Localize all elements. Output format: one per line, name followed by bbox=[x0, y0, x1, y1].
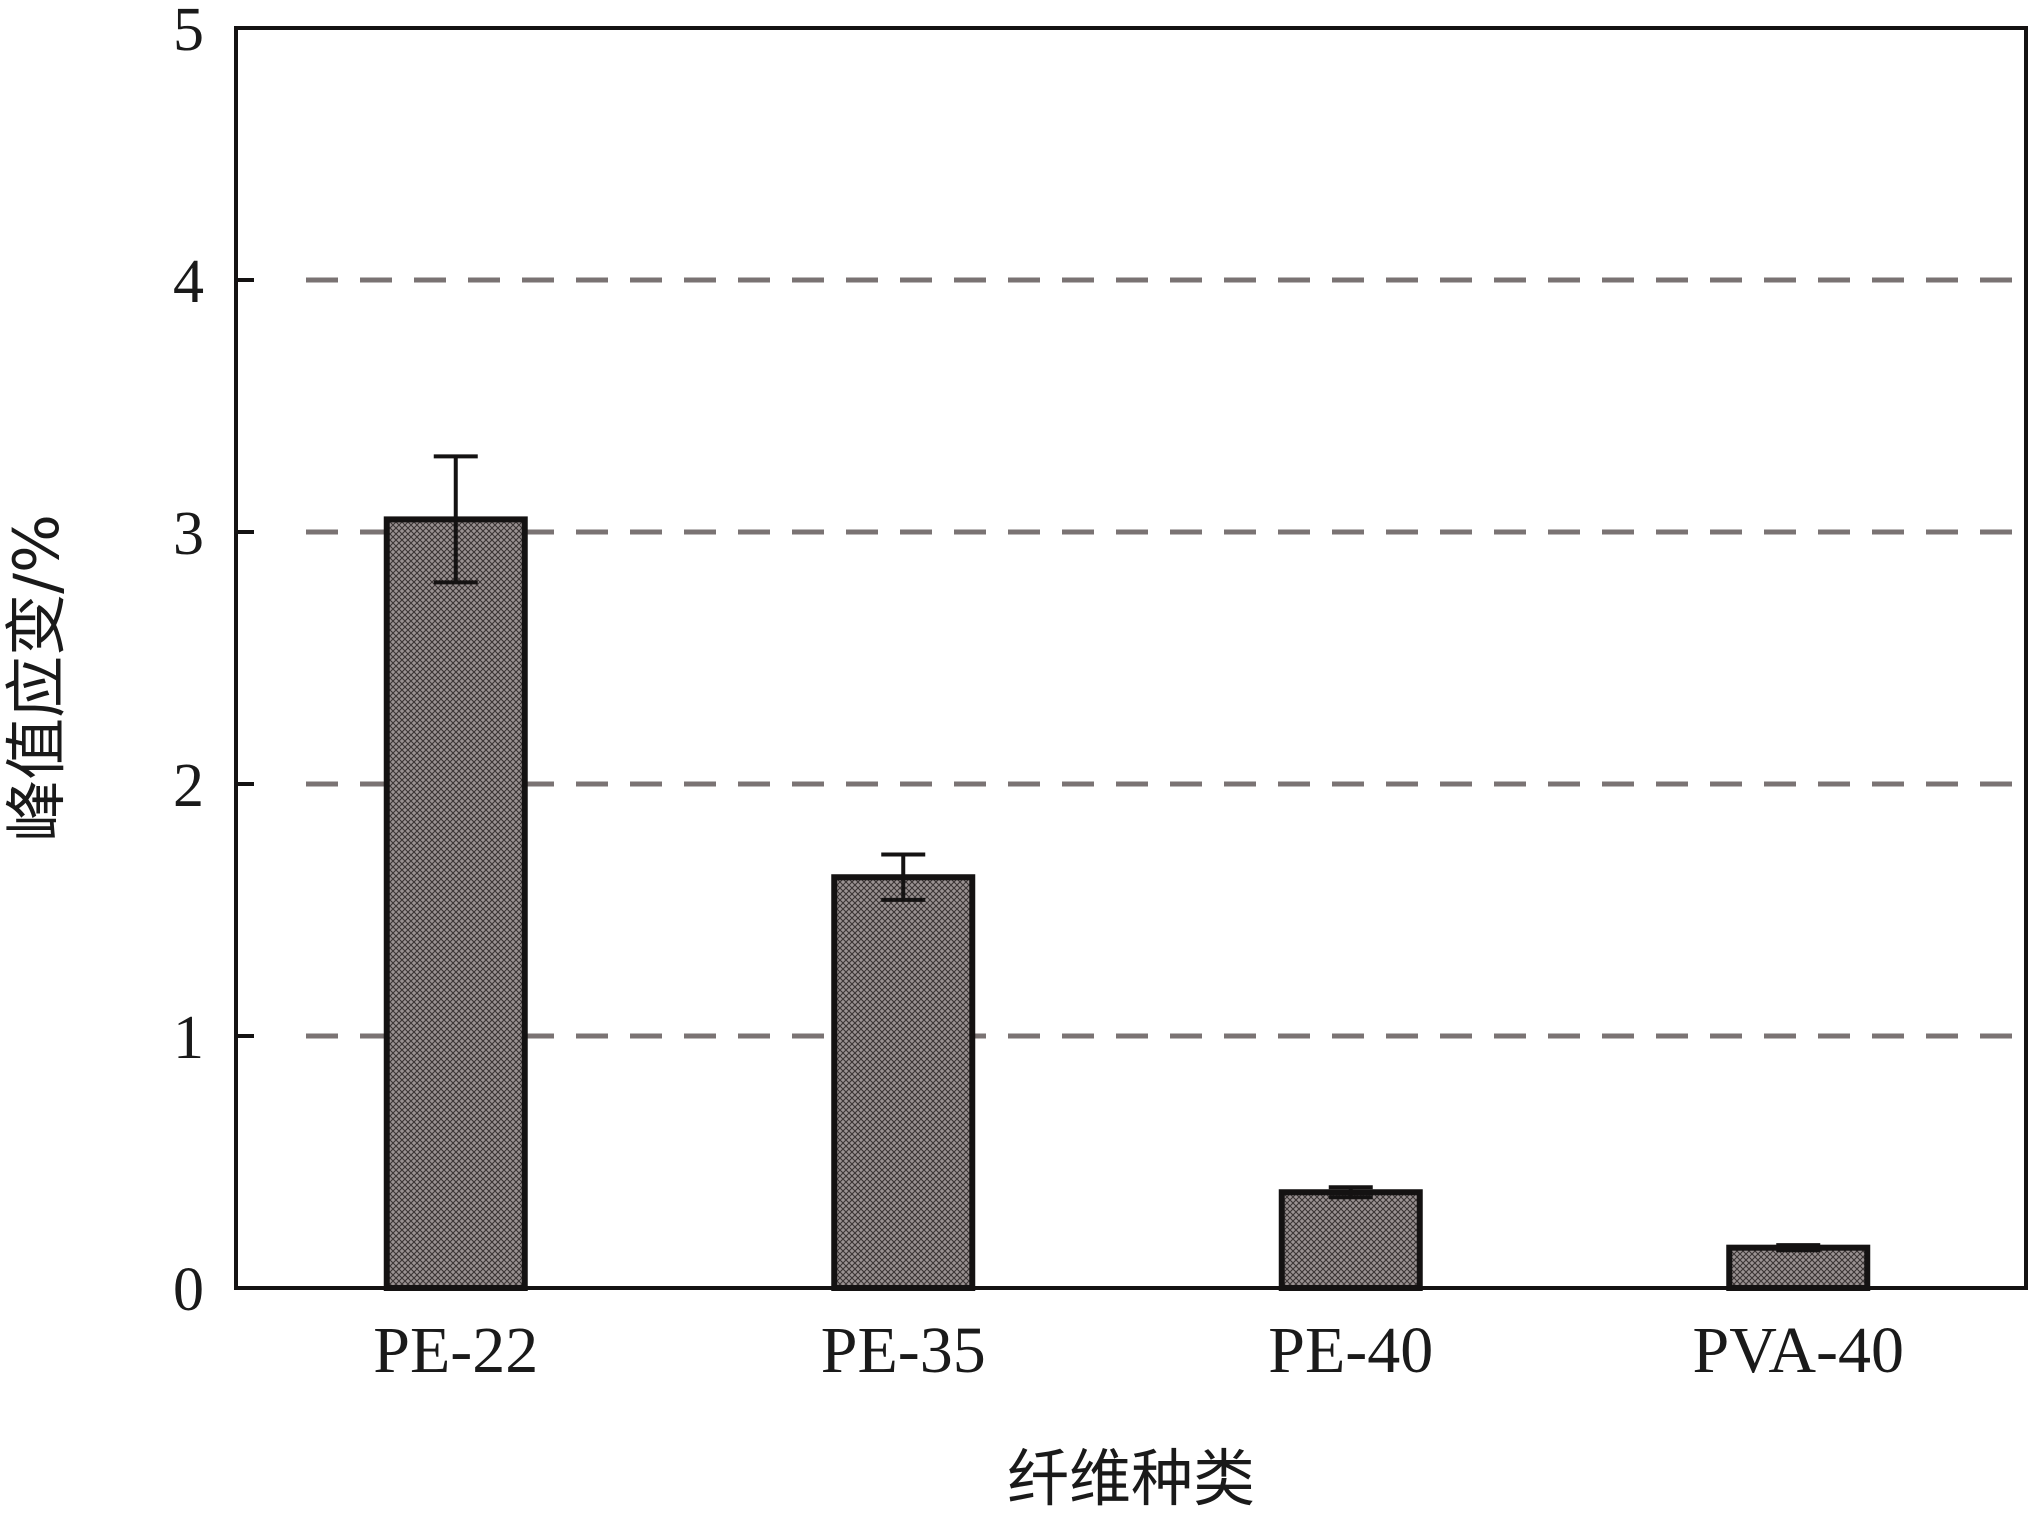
y-axis-ticks: 0 1 2 3 4 5 bbox=[173, 0, 254, 1324]
y-tick-label: 1 bbox=[173, 1004, 204, 1072]
grid-lines bbox=[306, 277, 2018, 1039]
x-axis-title: 纤维种类 bbox=[1007, 1442, 1255, 1515]
error-bars bbox=[433, 454, 1821, 1253]
bar-pe-22 bbox=[383, 516, 528, 1291]
y-tick-label: 2 bbox=[173, 752, 204, 820]
x-tick-label: PE-22 bbox=[373, 1314, 538, 1387]
x-tick-label: PE-40 bbox=[1268, 1314, 1433, 1387]
x-tick-label: PVA-40 bbox=[1692, 1314, 1904, 1387]
y-tick-label: 0 bbox=[173, 1256, 204, 1324]
x-axis-labels: PE-22 PE-35 PE-40 PVA-40 bbox=[373, 1314, 1904, 1387]
bar-pe-40 bbox=[1278, 1189, 1423, 1291]
bar-pva-40 bbox=[1726, 1244, 1871, 1292]
y-axis-title: 峰值应变/% bbox=[0, 514, 73, 842]
bar-pe-35 bbox=[831, 874, 976, 1291]
y-tick-label: 4 bbox=[173, 248, 204, 316]
plot-frame bbox=[234, 26, 2028, 1290]
bars bbox=[383, 516, 1871, 1292]
x-tick-label: PE-35 bbox=[821, 1314, 986, 1387]
y-tick-label: 3 bbox=[173, 500, 204, 568]
axes bbox=[234, 26, 2028, 1290]
y-tick-label: 5 bbox=[173, 0, 204, 64]
